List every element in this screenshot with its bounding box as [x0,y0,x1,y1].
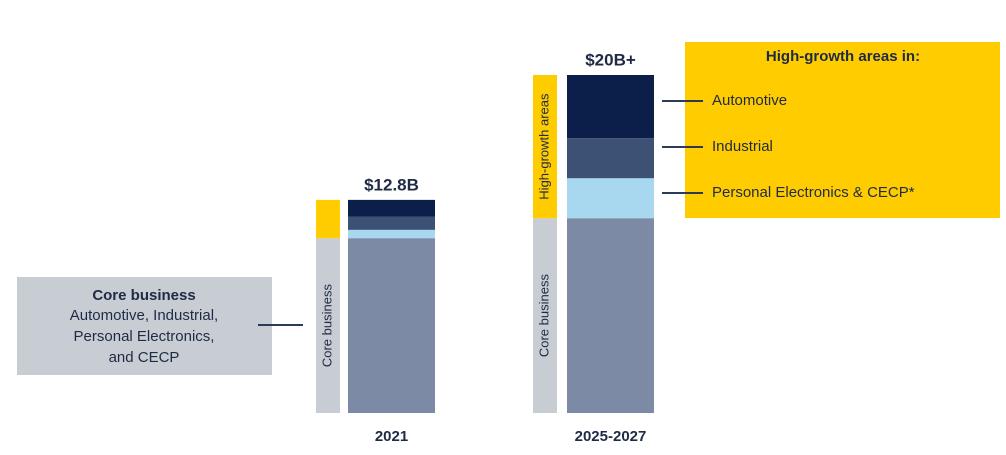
bar-segment [567,75,654,139]
core-box-line: Personal Electronics, [74,328,215,345]
core-box-title: Core business [92,287,195,304]
core-box [17,277,272,375]
growth-bracket-label: High-growth areas [536,93,551,200]
core-box-line: Automotive, Industrial, [70,307,218,324]
total-label: $20B+ [585,50,636,69]
core-box-line: and CECP [109,349,180,366]
core-bracket [533,218,557,413]
bar-segment [567,218,654,413]
core-bracket-label: Core business [536,274,551,358]
bar-segment [348,229,435,239]
core-bracket [316,238,340,413]
growth-bracket [533,75,557,219]
bar-segment [348,216,435,230]
total-label: $12.8B [364,175,419,194]
growth-box [685,42,1000,218]
growth-box-title: High-growth areas in: [766,48,920,65]
growth-bracket [316,199,340,239]
growth-item: Personal Electronics & CECP* [712,184,915,201]
x-tick-label: 2021 [375,428,408,445]
bar-segment [567,178,654,219]
bar-segment [348,238,435,413]
bar-segment [567,138,654,179]
x-tick-label: 2025-2027 [575,428,647,445]
growth-item: Automotive [712,92,787,109]
core-bracket-label: Core business [319,284,334,368]
growth-item: Industrial [712,138,773,155]
bar-segment [348,199,435,217]
